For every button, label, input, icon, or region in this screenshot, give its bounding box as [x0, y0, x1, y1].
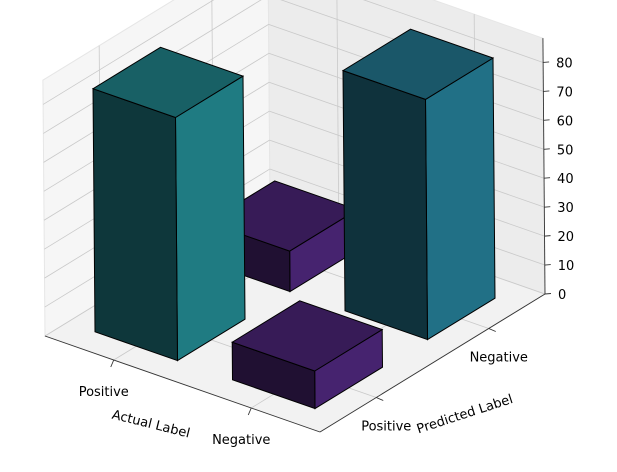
z-grid-left — [42, 0, 215, 105]
bar-front-right-face — [174, 75, 246, 362]
x-axis-label: Actual Label — [110, 408, 191, 442]
y-tick-mark — [488, 328, 496, 332]
z-tick-mark — [544, 264, 551, 266]
bar-negative-negative — [341, 28, 496, 341]
x-tick-label: Positive — [79, 385, 129, 400]
y-axis-line — [319, 293, 546, 433]
x-axis-line — [44, 335, 321, 433]
bar-front-left-face — [92, 87, 179, 362]
y-axis-label: Predicted Label — [415, 392, 515, 437]
y-tick-label: Positive — [361, 420, 411, 435]
bar-front-left-face — [342, 69, 429, 341]
bar-positive-positive — [91, 46, 246, 362]
bar-top-face — [341, 28, 495, 100]
z-tick-mark — [543, 90, 550, 92]
bar-negative-positive — [231, 300, 384, 410]
x-tick-mark — [247, 407, 252, 416]
z-tick-label: 80 — [556, 56, 573, 71]
z-tick-mark — [543, 119, 550, 121]
x-tick-label: Negative — [212, 433, 270, 448]
y-tick-mark — [376, 397, 384, 401]
z-tick-label: 20 — [558, 230, 575, 245]
bars-group — [91, 28, 496, 410]
z-grid-right — [362, 0, 544, 63]
z-tick-label: 30 — [557, 201, 574, 216]
axes-group: 0 10 20 30 40 50 60 70 80 Positive Negative Positiv… — [44, 38, 575, 448]
bar-top-face — [231, 300, 384, 372]
z-tick-label: 60 — [557, 114, 574, 129]
y-tick-label: Negative — [470, 351, 528, 366]
z-tick-mark — [544, 177, 551, 179]
z-tick-label: 0 — [558, 288, 566, 303]
z-tick-mark — [544, 206, 551, 208]
bar-top-face — [91, 46, 245, 119]
z-axis-line — [542, 38, 546, 295]
z-tick-label: 10 — [558, 259, 575, 274]
z-tick-label: 40 — [557, 172, 574, 187]
z-tick-mark — [543, 61, 550, 63]
bar-front-right-face — [424, 57, 496, 341]
z-tick-mark — [543, 148, 550, 150]
z-tick-label: 70 — [556, 85, 573, 100]
z-tick-mark — [544, 235, 551, 237]
x-wall-grid — [336, 0, 340, 223]
z-tick-label: 50 — [557, 143, 574, 158]
z-tick-mark — [544, 293, 552, 295]
x-tick-mark — [110, 359, 115, 368]
